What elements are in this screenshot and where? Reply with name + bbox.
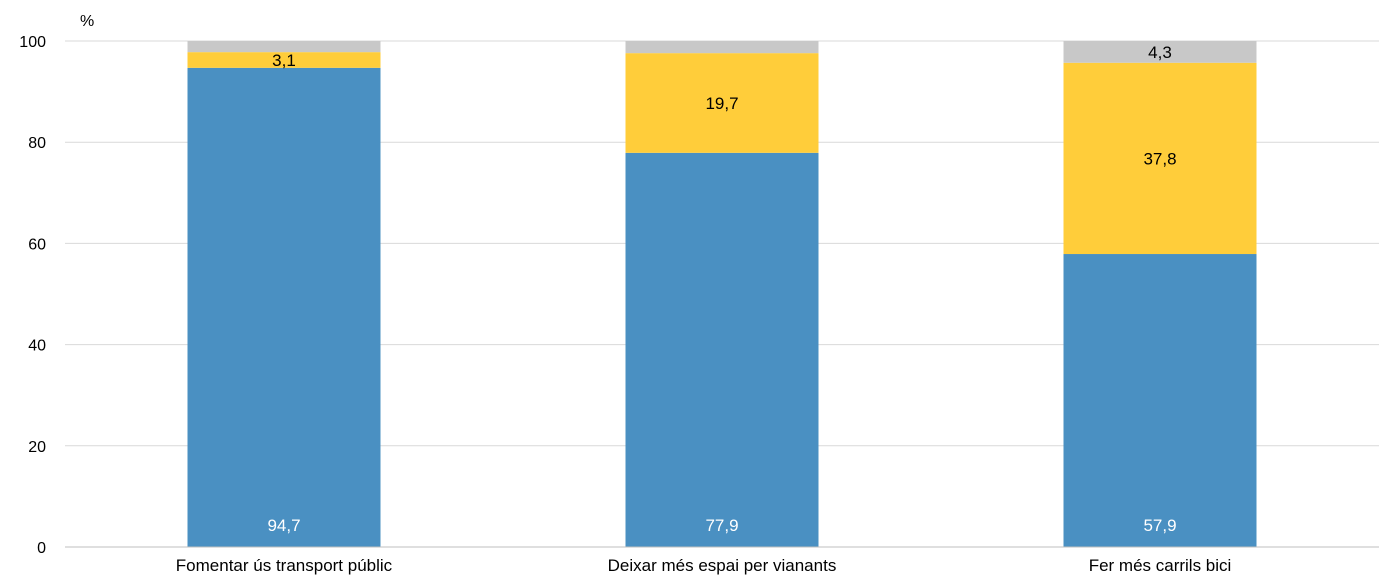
data-label: 57,9 [1143,516,1176,535]
bars [187,41,1257,548]
x-axis: Fomentar ús transport públic Deixar més e… [65,546,1379,575]
data-label: 77,9 [705,516,738,535]
bar-segment [187,41,381,53]
data-labels: 94,7 3,1 77,9 19,7 57,9 37,8 4,3 [267,43,1176,535]
y-axis: % 0 20 40 60 80 100 [19,13,94,557]
bar-segment [625,41,819,54]
x-category-label: Deixar més espai per vianants [608,556,837,575]
bar-segment [187,52,381,68]
data-label: 3,1 [272,51,296,70]
data-label: 94,7 [267,516,300,535]
y-tick-label: 80 [28,135,46,152]
y-tick-label: 40 [28,338,46,355]
data-label: 4,3 [1148,43,1172,62]
bar-segment [625,53,819,153]
y-tick-label: 20 [28,439,46,456]
bar-segment [1063,62,1257,255]
bar-segment [187,67,381,548]
data-label: 19,7 [705,94,738,113]
y-tick-label: 60 [28,236,46,253]
data-label: 37,8 [1143,149,1176,168]
bar-segment [1063,254,1257,547]
y-tick-label: 0 [37,540,46,557]
bar-segment [625,152,819,548]
x-category-label: Fer més carrils bici [1089,556,1232,575]
x-category-label: Fomentar ús transport públic [176,556,393,575]
bar-segment [1063,41,1257,63]
y-axis-unit: % [80,13,94,30]
y-tick-label: 100 [19,34,46,51]
